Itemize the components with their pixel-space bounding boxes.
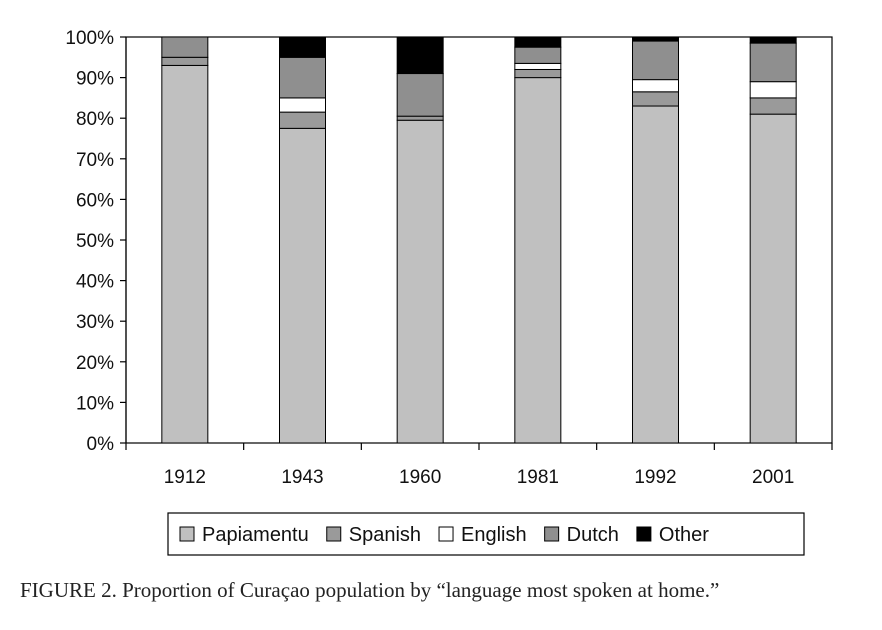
y-tick-label: 90% bbox=[76, 69, 114, 90]
plot-border bbox=[125, 36, 833, 444]
bar-segment-english-1992 bbox=[632, 79, 679, 93]
figure-label: FIGURE 2. bbox=[20, 578, 117, 602]
bar-segment-english-2001 bbox=[749, 81, 797, 99]
y-tick-label: 10% bbox=[76, 393, 114, 414]
bar-segment-spanish-1960 bbox=[396, 115, 444, 121]
legend-swatch-other bbox=[636, 526, 652, 542]
bar-segment-papiamentu-1992 bbox=[632, 105, 679, 444]
legend-label-papiamentu: Papiamentu bbox=[202, 524, 309, 546]
bar-segment-dutch-1943 bbox=[279, 56, 326, 99]
bar-segment-papiamentu-1981 bbox=[514, 77, 562, 444]
bar-segment-english-1981 bbox=[514, 62, 562, 70]
bar-segment-other-1981 bbox=[514, 36, 562, 48]
legend-swatch-english bbox=[438, 526, 454, 542]
bar-segment-other-2001 bbox=[749, 36, 797, 44]
stacked-bar-chart: 0%10%20%30%40%50%60%70%80%90%100% 1912 19… bbox=[65, 28, 833, 556]
y-tick-label: 50% bbox=[76, 231, 114, 252]
y-tick-label: 80% bbox=[76, 109, 114, 130]
legend-label-spanish: Spanish bbox=[349, 524, 421, 546]
y-tick-label: 40% bbox=[76, 272, 114, 293]
bar-segment-other-1992 bbox=[632, 36, 679, 42]
legend: Papiamentu Spanish English Dutch Other bbox=[167, 512, 805, 556]
bar-segment-papiamentu-1943 bbox=[279, 127, 326, 444]
bar-segment-english-1943 bbox=[279, 97, 326, 113]
x-tick-label: 1943 bbox=[281, 467, 323, 488]
bar-segment-dutch-1981 bbox=[514, 46, 562, 64]
x-tick-label: 1912 bbox=[164, 467, 206, 488]
legend-swatch-dutch bbox=[544, 526, 560, 542]
bar-segment-dutch-2001 bbox=[749, 42, 797, 83]
legend-label-dutch: Dutch bbox=[567, 524, 619, 546]
y-tick-label: 100% bbox=[65, 28, 114, 49]
x-tick-label: 1960 bbox=[399, 467, 441, 488]
x-tick-label: 1992 bbox=[634, 467, 676, 488]
bar-segment-papiamentu-1912 bbox=[161, 64, 209, 444]
bar-segment-dutch-1960 bbox=[396, 73, 444, 117]
legend-swatch-spanish bbox=[326, 526, 342, 542]
bar-segment-spanish-1992 bbox=[632, 91, 679, 107]
bar-segment-spanish-1943 bbox=[279, 111, 326, 129]
y-tick-label: 70% bbox=[76, 150, 114, 171]
legend-label-english: English bbox=[461, 524, 527, 546]
bar-segment-papiamentu-1960 bbox=[396, 119, 444, 444]
y-tick-label: 60% bbox=[76, 190, 114, 211]
plot-area bbox=[125, 36, 833, 444]
y-axis: 0% 10% 20% 30% 40% 50% 60% 70% 80% 90% 100% bbox=[65, 28, 127, 455]
bar-segment-spanish-2001 bbox=[749, 97, 797, 115]
caption-text: Proportion of Curaçao population by “lan… bbox=[122, 578, 720, 602]
y-tick-label: 30% bbox=[76, 312, 114, 333]
bar-segment-dutch-1912 bbox=[161, 36, 209, 58]
x-tick-label: 1981 bbox=[517, 467, 559, 488]
figure-caption: FIGURE 2. Proportion of Curaçao populati… bbox=[20, 578, 870, 603]
bar-segment-other-1960 bbox=[396, 36, 444, 75]
bar-segment-papiamentu-2001 bbox=[749, 113, 797, 444]
bar-segment-dutch-1992 bbox=[632, 40, 679, 81]
y-tick-label: 0% bbox=[87, 434, 115, 455]
legend-box bbox=[167, 512, 805, 556]
bar-segment-other-1943 bbox=[279, 36, 326, 58]
bar-segment-spanish-1981 bbox=[514, 68, 562, 79]
legend-label-other: Other bbox=[659, 524, 709, 546]
x-tick-label: 2001 bbox=[752, 467, 794, 488]
x-axis: 1912 1943 1960 1981 1992 2001 bbox=[125, 443, 833, 488]
bar-segment-spanish-1912 bbox=[161, 56, 209, 66]
y-tick-label: 20% bbox=[76, 353, 114, 374]
legend-swatch-papiamentu bbox=[179, 526, 195, 542]
